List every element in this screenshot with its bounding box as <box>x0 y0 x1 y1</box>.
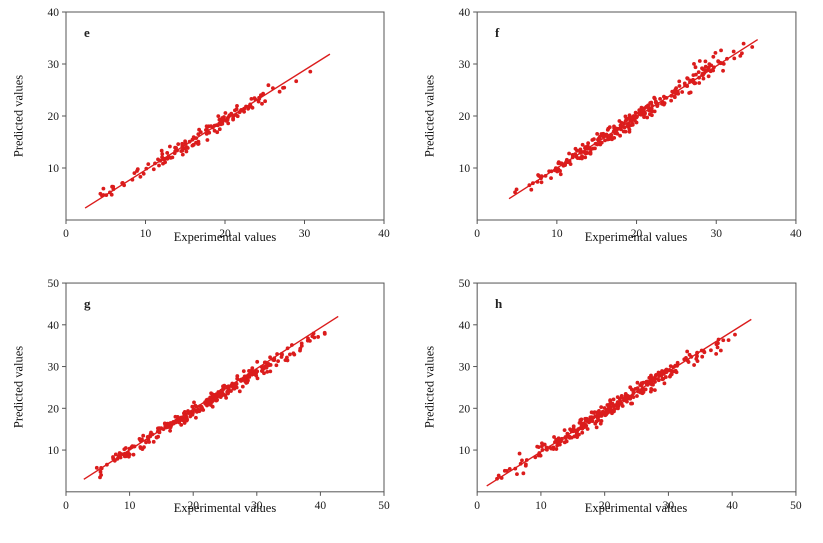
y-tick-label: 50 <box>459 278 471 290</box>
y-axis-ticks: 10 20 30 40 50 <box>459 278 478 457</box>
y-tick-label: 20 <box>459 403 471 415</box>
x-tick-label: 30 <box>663 500 675 512</box>
y-tick-label: 20 <box>48 403 60 415</box>
x-tick-label: 20 <box>219 228 231 240</box>
x-axis-ticks: 0 10 20 30 40 <box>474 220 802 240</box>
x-axis-label: Experimental values <box>584 230 688 244</box>
panel-f: 0 10 20 30 40 10 20 30 40 f Predicted values Exp… <box>411 0 823 271</box>
y-axis-ticks: 10 20 30 40 50 <box>48 278 66 457</box>
x-axis-ticks: 0 10 20 30 40 50 <box>63 491 390 512</box>
x-tick-label: 40 <box>790 228 802 240</box>
x-axis-label: Experimental values <box>173 501 277 515</box>
panel-letter-h: h <box>495 296 503 311</box>
x-tick-label: 30 <box>710 228 722 240</box>
fit-line <box>486 318 752 487</box>
x-tick-label: 50 <box>378 500 390 512</box>
y-tick-label: 10 <box>48 163 60 175</box>
fit-line <box>83 315 339 480</box>
y-tick-label: 20 <box>459 111 471 123</box>
scatter-plot-f: 0 10 20 30 40 10 20 30 40 <box>459 7 802 240</box>
fit-line <box>84 53 331 209</box>
x-axis-label: Experimental values <box>173 230 277 244</box>
scatter-plot-g: 0 10 20 30 40 50 10 20 30 40 50 <box>48 278 390 512</box>
x-tick-label: 0 <box>474 228 480 240</box>
y-axis-ticks: 10 20 30 40 <box>48 7 66 175</box>
y-axis-ticks: 10 20 30 40 <box>459 7 478 175</box>
x-tick-label: 10 <box>551 228 563 240</box>
panel-letter-g: g <box>84 296 91 311</box>
y-axis-label: Predicted values <box>422 74 437 158</box>
x-tick-label: 40 <box>726 500 738 512</box>
x-axis-label: Experimental values <box>584 501 688 515</box>
fit-line <box>508 38 759 200</box>
plot-frame <box>476 282 797 493</box>
x-tick-label: 40 <box>315 500 327 512</box>
x-tick-label: 10 <box>124 500 136 512</box>
y-tick-label: 40 <box>459 320 471 332</box>
x-tick-label: 0 <box>63 228 69 240</box>
y-tick-label: 30 <box>48 59 60 71</box>
y-tick-label: 40 <box>48 320 60 332</box>
x-tick-label: 20 <box>599 500 611 512</box>
x-tick-label: 40 <box>378 228 390 240</box>
plot-frame <box>65 282 385 493</box>
panel-letter-e: e <box>84 25 90 40</box>
y-tick-label: 30 <box>459 59 471 71</box>
y-axis-label: Predicted values <box>11 345 26 429</box>
y-tick-label: 30 <box>48 362 60 374</box>
scatter-points <box>98 69 313 198</box>
x-tick-label: 30 <box>299 228 311 240</box>
y-tick-label: 40 <box>459 7 471 19</box>
scatter-plot-e: 0 10 20 30 40 10 20 30 40 <box>48 7 391 240</box>
x-axis-ticks: 0 10 20 30 40 <box>63 220 390 240</box>
panel-h: 0 10 20 30 40 50 10 20 30 40 50 h Predicted values… <box>411 271 823 543</box>
x-tick-label: 20 <box>631 228 643 240</box>
panel-g: 0 10 20 30 40 50 10 20 30 40 50 g Predicted values… <box>0 271 411 543</box>
x-tick-label: 30 <box>251 500 263 512</box>
x-tick-label: 20 <box>187 500 199 512</box>
y-tick-label: 50 <box>48 278 60 290</box>
scatter-points <box>94 330 327 480</box>
x-tick-label: 0 <box>63 500 69 512</box>
y-axis-label: Predicted values <box>422 345 437 429</box>
x-tick-label: 50 <box>790 500 802 512</box>
y-tick-label: 10 <box>48 445 60 457</box>
x-tick-label: 0 <box>474 500 480 512</box>
y-tick-label: 10 <box>459 445 471 457</box>
x-tick-label: 10 <box>140 228 152 240</box>
scatter-plot-h: 0 10 20 30 40 50 10 20 30 40 50 <box>459 278 802 512</box>
panel-e: 0 10 20 30 40 10 20 30 40 e Predicted values Exp… <box>0 0 411 271</box>
y-tick-label: 40 <box>48 7 60 19</box>
panel-letter-f: f <box>495 25 500 40</box>
y-tick-label: 30 <box>459 362 471 374</box>
y-tick-label: 10 <box>459 163 471 175</box>
x-axis-ticks: 0 10 20 30 40 50 <box>474 491 802 512</box>
y-axis-label: Predicted values <box>11 74 26 158</box>
x-tick-label: 10 <box>535 500 547 512</box>
y-tick-label: 20 <box>48 111 60 123</box>
